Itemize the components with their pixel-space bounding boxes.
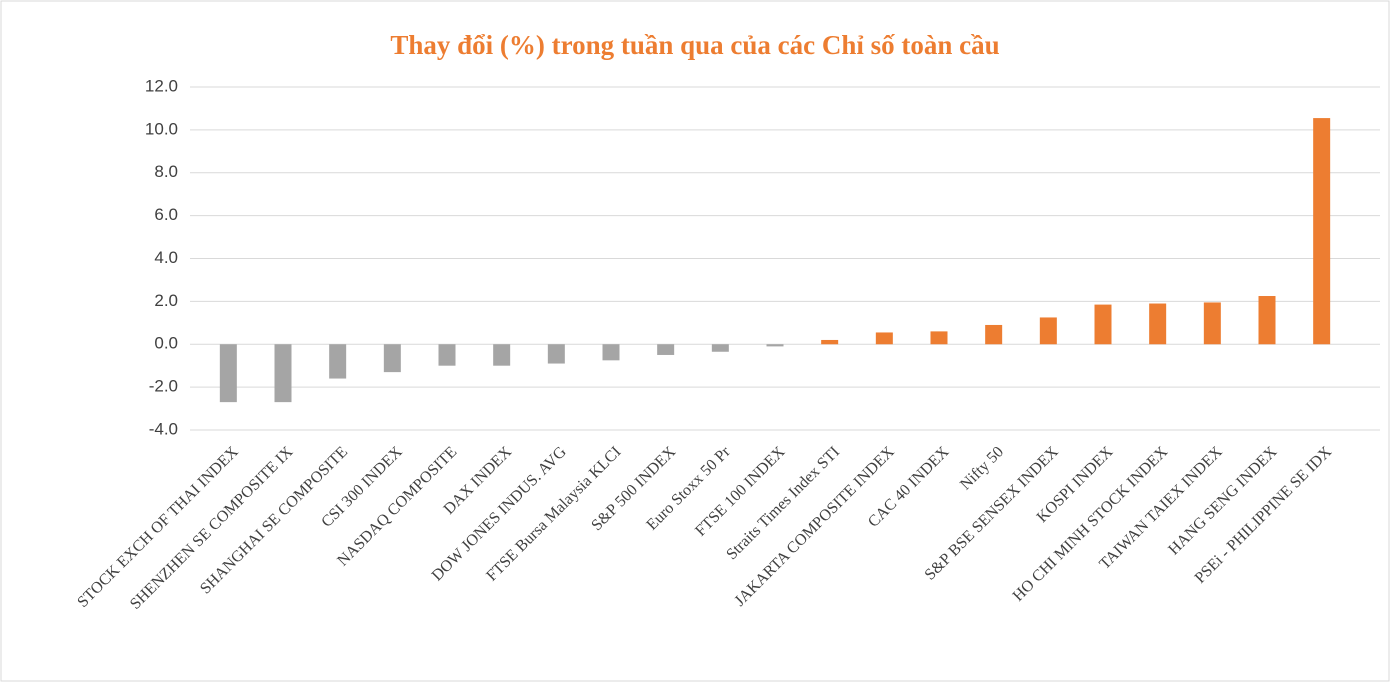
bar bbox=[1313, 118, 1331, 345]
bar bbox=[383, 344, 401, 373]
bar bbox=[274, 344, 292, 403]
chart-title: Thay đổi (%) trong tuần qua của các Chỉ … bbox=[390, 30, 999, 60]
y-tick-label: 4.0 bbox=[154, 248, 178, 267]
bar bbox=[657, 344, 675, 355]
bar bbox=[1149, 303, 1167, 345]
bar bbox=[711, 344, 729, 352]
y-tick-label: 0.0 bbox=[154, 334, 178, 353]
bar bbox=[985, 324, 1003, 345]
y-tick-label: 6.0 bbox=[154, 205, 178, 224]
bar bbox=[547, 344, 565, 364]
bar bbox=[329, 344, 347, 379]
y-tick-label: 2.0 bbox=[154, 291, 178, 310]
bar bbox=[1039, 317, 1057, 345]
bar bbox=[821, 339, 839, 345]
y-tick-label: 12.0 bbox=[145, 76, 178, 95]
bar bbox=[438, 344, 456, 366]
bar bbox=[602, 344, 620, 361]
y-tick-label: 8.0 bbox=[154, 162, 178, 181]
bar bbox=[493, 344, 511, 366]
y-tick-label: -2.0 bbox=[149, 377, 178, 396]
bar bbox=[766, 344, 784, 347]
bar bbox=[1258, 296, 1276, 345]
bar bbox=[219, 344, 237, 403]
bar bbox=[1203, 302, 1221, 345]
bar bbox=[1094, 304, 1112, 345]
y-tick-label: -4.0 bbox=[149, 419, 178, 438]
y-tick-label: 10.0 bbox=[145, 119, 178, 138]
bar bbox=[930, 331, 948, 345]
bar bbox=[875, 332, 893, 345]
